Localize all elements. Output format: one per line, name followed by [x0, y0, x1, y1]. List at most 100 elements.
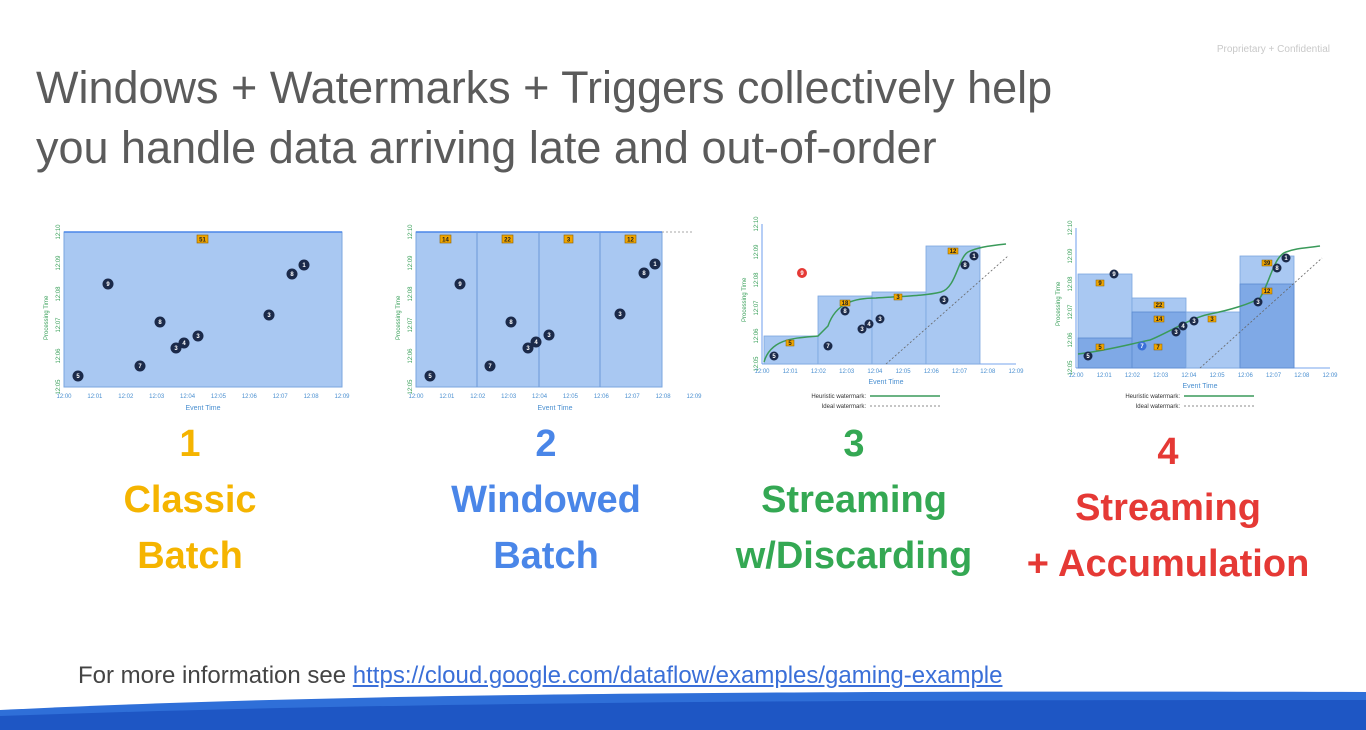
- svg-text:9: 9: [106, 282, 110, 288]
- sum-tag: 3: [893, 293, 903, 301]
- y-ticks: 12:05 12:06 12:07 12:08 12:09 12:10: [1068, 220, 1074, 376]
- title-line-2: you handle data arriving late and out-of…: [36, 122, 937, 173]
- svg-text:12: 12: [950, 249, 957, 255]
- svg-text:8: 8: [963, 263, 967, 269]
- x-tick-label: 12:03: [1153, 373, 1169, 379]
- bead: 3: [857, 324, 867, 334]
- x-tick-label: 12:08: [656, 394, 672, 400]
- title-line-1: Windows + Watermarks + Triggers collecti…: [36, 62, 1053, 113]
- x-tick-label: 12:06: [1238, 373, 1254, 379]
- bead: 3: [614, 308, 626, 320]
- sum-tag: 3: [1207, 315, 1217, 323]
- svg-text:9: 9: [458, 282, 462, 288]
- bead: 3: [263, 309, 275, 321]
- svg-text:12: 12: [627, 238, 634, 244]
- pane: [1239, 283, 1295, 369]
- bead: 1: [298, 259, 310, 271]
- svg-text:8: 8: [509, 320, 513, 326]
- bead: 1: [1281, 253, 1291, 263]
- y-tick-label: 12:10: [1068, 220, 1074, 236]
- svg-text:3: 3: [618, 312, 622, 318]
- svg-text:1: 1: [972, 254, 976, 260]
- caption-number: 1: [179, 423, 201, 465]
- slide-title: Windows + Watermarks + Triggers collecti…: [36, 58, 1236, 178]
- legend-heuristic: Heuristic watermark:: [811, 394, 866, 400]
- svg-text:3: 3: [878, 317, 882, 323]
- x-tick-label: 12:04: [180, 394, 196, 400]
- sum-tag: 3: [563, 234, 574, 244]
- footer: For more information see https://cloud.g…: [78, 662, 1002, 690]
- bead: 3: [875, 314, 885, 324]
- svg-text:9: 9: [800, 271, 804, 277]
- bead: 3: [170, 342, 182, 354]
- svg-text:1: 1: [302, 263, 306, 269]
- svg-text:8: 8: [642, 271, 646, 277]
- svg-text:5: 5: [772, 354, 776, 360]
- svg-text:3: 3: [547, 333, 551, 339]
- bead: 4: [530, 336, 542, 348]
- x-tick-label: 12:07: [273, 394, 289, 400]
- x-tick-label: 12:04: [1181, 373, 1197, 379]
- svg-text:8: 8: [843, 309, 847, 315]
- sum-tag: 18: [839, 299, 851, 307]
- y-tick-label: 12:08: [1068, 276, 1074, 292]
- beads: 5 9 7 8 3 4 3 3 8 1: [72, 259, 310, 382]
- x-tick-label: 12:05: [211, 394, 227, 400]
- caption-line-2: Batch: [137, 535, 243, 577]
- x-tick-label: 12:06: [242, 394, 258, 400]
- bead: 5: [72, 370, 84, 382]
- svg-text:7: 7: [1140, 344, 1144, 350]
- bead: 5: [424, 370, 436, 382]
- y-ticks: 12:05 12:06 12:07 12:08 12:09 12:10: [408, 224, 414, 395]
- bead: 3: [543, 329, 555, 341]
- x-tick-label: 12:06: [594, 394, 610, 400]
- sum-tag: 5: [785, 339, 795, 347]
- sum-tag: 12: [947, 247, 959, 255]
- x-tick-label: 12:00: [1068, 373, 1084, 379]
- gaming-example-link[interactable]: https://cloud.google.com/dataflow/exampl…: [352, 662, 1003, 689]
- bead: 8: [840, 306, 850, 316]
- x-tick-label: 12:09: [334, 394, 350, 400]
- svg-text:14: 14: [442, 238, 449, 244]
- bead: 9: [1109, 269, 1119, 279]
- x-axis-label: Event Time: [537, 405, 572, 412]
- bead: 7: [1137, 341, 1147, 351]
- ideal-watermark-line: [885, 255, 1009, 365]
- svg-text:5: 5: [1086, 354, 1090, 360]
- svg-text:5: 5: [1098, 345, 1102, 351]
- y-tick-label: 12:05: [1068, 360, 1074, 376]
- y-tick-label: 12:10: [754, 216, 760, 232]
- bead: 9: [454, 278, 466, 290]
- bead: 9: [102, 278, 114, 290]
- sum-tag: 22: [1153, 301, 1165, 309]
- x-tick-label: 12:08: [304, 394, 320, 400]
- plot-area: [63, 231, 343, 388]
- svg-text:1: 1: [653, 262, 657, 268]
- sum-tag: 39: [1261, 259, 1273, 267]
- x-tick-label: 12:05: [1210, 373, 1226, 379]
- heuristic-watermark-line: [763, 243, 1007, 363]
- pane: [871, 291, 927, 365]
- bead: 5: [1083, 351, 1093, 361]
- x-ticks: 12:00 12:01 12:02 12:03 12:04 12:05 12:06 12:07…: [56, 394, 350, 400]
- sum-tag: 5: [1095, 343, 1105, 351]
- x-tick-label: 12:07: [952, 369, 968, 375]
- x-ticks: 12:00 12:01 12:02 12:03 12:04 12:05 12:06 12:07…: [408, 394, 702, 400]
- bead: 1: [969, 251, 979, 261]
- y-ticks: 12:05 12:06 12:07 12:08 12:09 12:10: [56, 224, 62, 395]
- y-tick-label: 12:09: [408, 255, 414, 271]
- diagram-classic-batch: 12:05 12:06 12:07 12:08 12:09 12:10 12:00 12:0…: [38, 222, 350, 417]
- x-tick-label: 12:09: [686, 394, 702, 400]
- svg-text:39: 39: [1264, 261, 1271, 267]
- svg-text:7: 7: [138, 364, 142, 370]
- x-tick-label: 12:09: [1008, 369, 1024, 375]
- x-tick-label: 12:05: [563, 394, 579, 400]
- y-tick-label: 12:07: [754, 300, 760, 316]
- y-axis-label: Processing Time: [44, 295, 50, 340]
- x-axis-label: Event Time: [1182, 383, 1217, 390]
- y-tick-label: 12:08: [754, 272, 760, 288]
- svg-text:3: 3: [196, 334, 200, 340]
